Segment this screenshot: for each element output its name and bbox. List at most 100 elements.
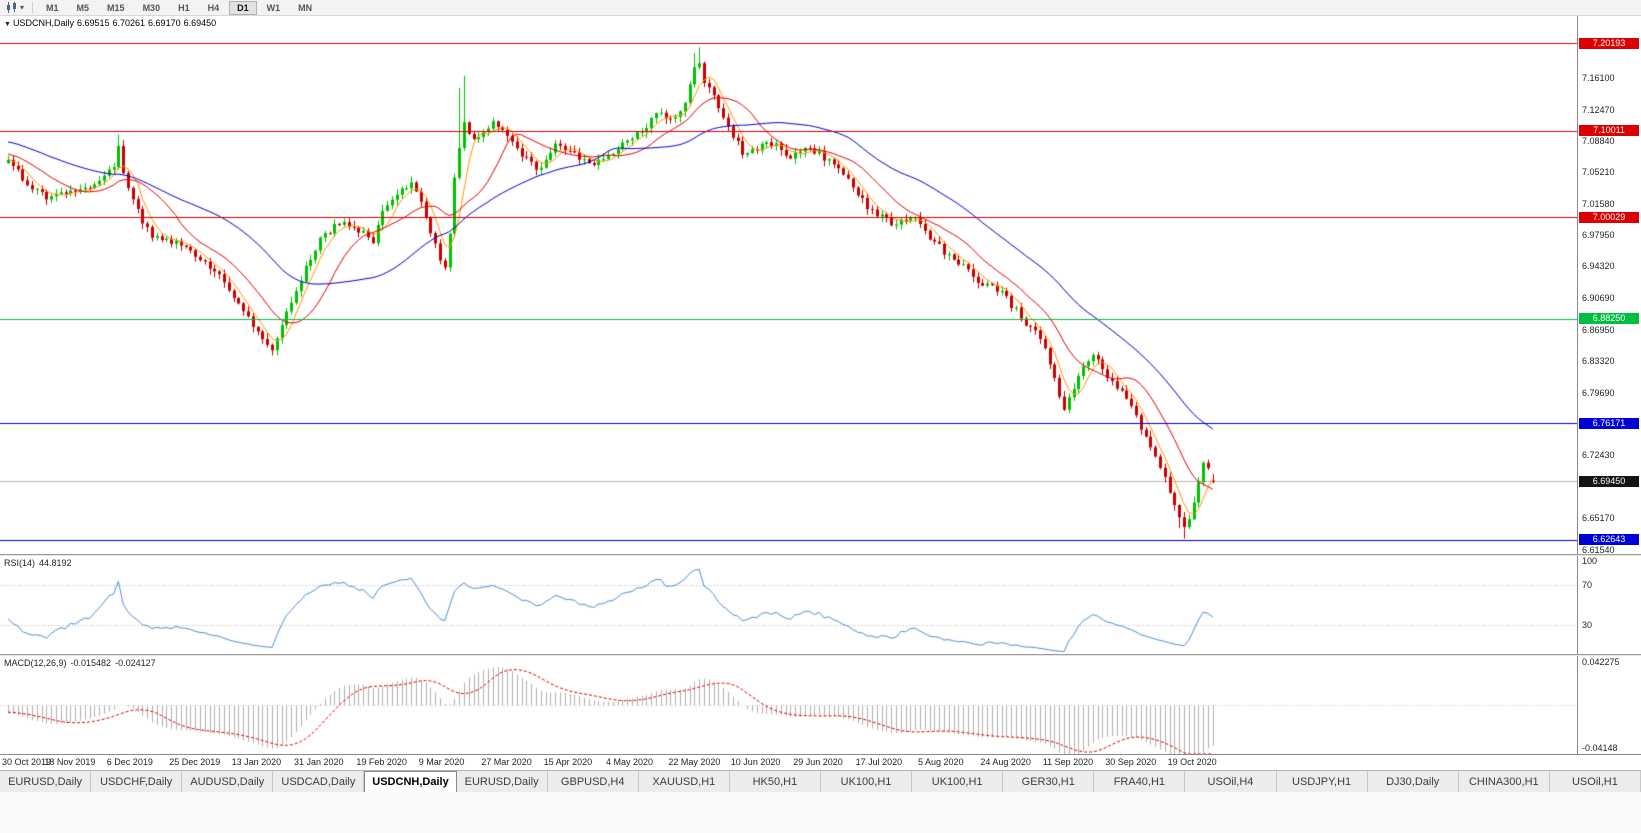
date-axis-label: 4 May 2020 bbox=[606, 757, 654, 767]
rsi-axis-tick: 100 bbox=[1582, 556, 1598, 566]
date-axis-label: 19 Oct 2020 bbox=[1167, 757, 1217, 767]
chart-tab-bar: EURUSD,Daily USDCHF,Daily AUDUSD,Daily USDC… bbox=[0, 770, 1641, 792]
timeframe-button-m1[interactable]: M1 bbox=[38, 1, 67, 15]
timeframe-button-h1[interactable]: H1 bbox=[170, 1, 198, 15]
chart-tab-usdjpy-h1[interactable]: USDJPY,H1 bbox=[1276, 771, 1368, 792]
ohlc-symbol: USDCNH,Daily bbox=[12, 18, 74, 28]
date-axis-label: 15 Apr 2020 bbox=[543, 757, 593, 767]
timeframe-button-d1[interactable]: D1 bbox=[229, 0, 257, 15]
chart-ohlc-title: ▼ USDCNH,Daily 6.69515 6.70261 6.69170 6.6945… bbox=[4, 18, 219, 28]
date-axis-label: 18 Nov 2019 bbox=[44, 757, 96, 767]
price-axis-tick: 7.12470 bbox=[1582, 104, 1615, 115]
rsi-axis-tick: 70 bbox=[1582, 580, 1593, 591]
date-axis-label: 24 Aug 2020 bbox=[980, 757, 1031, 767]
rsi-panel: RSI(14) 44.8192 100 70 30 bbox=[0, 556, 1641, 654]
date-axis[interactable]: 30 Oct 2019 18 Nov 2019 6 Dec 2019 25 Dec 2… bbox=[0, 754, 1641, 770]
rsi-canvas[interactable] bbox=[0, 556, 1577, 654]
chart-tab-fra40-h1[interactable]: FRA40,H1 bbox=[1094, 771, 1186, 792]
chart-tab-china300-h1[interactable]: CHINA300,H1 bbox=[1458, 771, 1550, 792]
price-axis-tick: 6.65170 bbox=[1582, 513, 1615, 524]
price-level-badge: 7.00029 bbox=[1579, 211, 1639, 223]
chart-tab-usoil-h4[interactable]: USOil,H4 bbox=[1185, 771, 1277, 792]
price-axis-tick: 6.90690 bbox=[1582, 292, 1615, 303]
chart-tab-eurusd-daily[interactable]: EURUSD,Daily bbox=[0, 771, 92, 792]
price-axis-tick: 6.83320 bbox=[1582, 356, 1615, 367]
date-axis-label: 5 Aug 2020 bbox=[918, 757, 964, 767]
date-axis-label: 19 Feb 2020 bbox=[356, 757, 407, 767]
timeframe-button-mn[interactable]: MN bbox=[290, 1, 320, 15]
macd-axis[interactable]: 0.042275 -0.04148 bbox=[1577, 656, 1641, 754]
date-axis-label: 9 Mar 2020 bbox=[418, 757, 465, 767]
date-axis-label: 29 Jun 2020 bbox=[793, 757, 843, 767]
timeframe-button-m30[interactable]: M30 bbox=[135, 1, 169, 15]
chart-tab-gbpusd-h4[interactable]: GBPUSD,H4 bbox=[547, 771, 639, 792]
timeframe-toolbar: ▾ M1 M5 M15 M30 H1 H4 D1 W1 MN bbox=[0, 0, 1641, 16]
price-level-badge: 7.10011 bbox=[1579, 125, 1639, 137]
panel-separator[interactable] bbox=[0, 554, 1641, 556]
macd-axis-max: 0.042275 bbox=[1582, 657, 1620, 667]
date-axis-label: 30 Oct 2019 bbox=[2, 757, 52, 767]
timeframe-button-m5[interactable]: M5 bbox=[69, 1, 98, 15]
timeframe-button-m15[interactable]: M15 bbox=[99, 1, 133, 15]
price-axis-tick: 6.97950 bbox=[1582, 230, 1615, 241]
candlestick-chart-icon bbox=[7, 2, 16, 13]
chevron-down-icon: ▾ bbox=[20, 2, 25, 12]
price-level-badge: 6.62643 bbox=[1579, 534, 1639, 546]
price-axis-tick: 6.94320 bbox=[1582, 261, 1615, 272]
macd-indicator-label: MACD(12,26,9) -0.015482 -0.024127 bbox=[4, 658, 160, 668]
chart-tab-eurusd-daily[interactable]: EURUSD,Daily bbox=[456, 771, 548, 792]
price-axis[interactable]: 7.16100 7.12470 7.08840 7.05210 7.01580 6.979… bbox=[1577, 16, 1641, 555]
chart-tab-usdchf-daily[interactable]: USDCHF,Daily bbox=[91, 771, 183, 792]
chart-tab-ger30-h1[interactable]: GER30,H1 bbox=[1003, 771, 1095, 792]
chart-tab-audusd-daily[interactable]: AUDUSD,Daily bbox=[182, 771, 274, 792]
timeframe-button-w1[interactable]: W1 bbox=[259, 1, 289, 15]
price-axis-tick: 7.08840 bbox=[1582, 136, 1615, 147]
chart-tab-usdcad-daily[interactable]: USDCAD,Daily bbox=[273, 771, 365, 792]
main-chart-panel: ▼ USDCNH,Daily 6.69515 6.70261 6.69170 6.6945… bbox=[0, 16, 1641, 555]
timeframe-button-h4[interactable]: H4 bbox=[200, 1, 228, 15]
rsi-label: RSI(14) bbox=[4, 558, 36, 568]
date-axis-label: 31 Jan 2020 bbox=[294, 757, 344, 767]
panel-separator[interactable] bbox=[0, 654, 1641, 656]
macd-axis-min: -0.04148 bbox=[1582, 743, 1618, 753]
date-axis-label: 22 May 2020 bbox=[668, 757, 721, 767]
chart-tab-hk50-h1[interactable]: HK50,H1 bbox=[729, 771, 821, 792]
price-level-badge: 7.20193 bbox=[1579, 37, 1639, 49]
toolbar-separator bbox=[32, 2, 34, 13]
chart-tab-usoil-h1[interactable]: USOil,H1 bbox=[1549, 771, 1641, 792]
ohlc-high: 6.70261 bbox=[112, 18, 146, 28]
chart-tab-dj30-daily[interactable]: DJ30,Daily bbox=[1367, 771, 1459, 792]
ohlc-close: 6.69450 bbox=[183, 18, 217, 28]
date-axis-label: 11 Sep 2020 bbox=[1042, 757, 1094, 767]
price-axis-tick: 6.79690 bbox=[1582, 387, 1615, 398]
chart-tab-uk100-h1[interactable]: UK100,H1 bbox=[820, 771, 913, 792]
rsi-axis-tick: 30 bbox=[1582, 619, 1593, 630]
main-chart-canvas[interactable] bbox=[0, 16, 1577, 554]
chart-tab-usdcnh-daily[interactable]: USDCNH,Daily bbox=[364, 771, 457, 792]
date-axis-label: 6 Dec 2019 bbox=[106, 757, 153, 767]
date-axis-label: 27 Mar 2020 bbox=[481, 757, 532, 767]
macd-main-value: -0.015482 bbox=[70, 658, 112, 668]
ohlc-open: 6.69515 bbox=[76, 18, 110, 28]
chart-dropdown-icon[interactable]: ▼ bbox=[4, 21, 11, 28]
macd-canvas[interactable] bbox=[0, 656, 1577, 754]
price-level-badge: 6.88250 bbox=[1579, 313, 1639, 325]
price-axis-tick: 7.05210 bbox=[1582, 167, 1615, 178]
rsi-axis[interactable]: 100 70 30 bbox=[1577, 556, 1641, 654]
bottom-space bbox=[0, 792, 1641, 833]
macd-label: MACD(12,26,9) bbox=[4, 658, 67, 668]
timeframe-button-group: M1 M5 M15 M30 H1 H4 D1 W1 MN bbox=[38, 0, 320, 15]
chart-type-button[interactable]: ▾ bbox=[3, 1, 27, 15]
rsi-value: 44.8192 bbox=[39, 558, 72, 568]
rsi-indicator-label: RSI(14) 44.8192 bbox=[4, 558, 76, 568]
price-axis-tick: 7.01580 bbox=[1582, 198, 1615, 209]
ohlc-low: 6.69170 bbox=[148, 18, 181, 28]
chart-tab-uk100-h1[interactable]: UK100,H1 bbox=[912, 771, 1004, 792]
chart-tab-xauusd-h1[interactable]: XAUUSD,H1 bbox=[638, 771, 730, 792]
date-axis-label: 25 Dec 2019 bbox=[169, 757, 221, 767]
date-axis-label: 10 Jun 2020 bbox=[730, 757, 781, 767]
price-axis-tick: 7.16100 bbox=[1582, 73, 1615, 84]
price-axis-tick: 6.86950 bbox=[1582, 325, 1615, 336]
date-axis-label: 17 Jul 2020 bbox=[855, 757, 903, 767]
